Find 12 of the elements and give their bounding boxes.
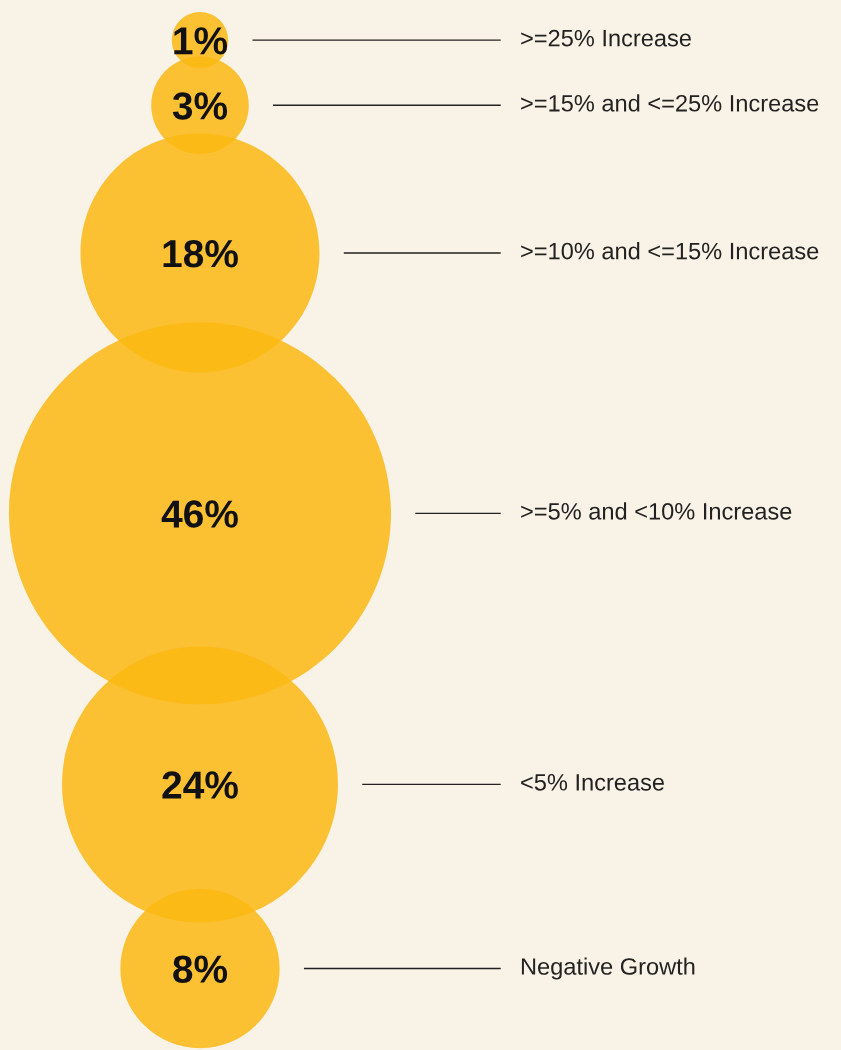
category-label: >=5% and <10% Increase [521,502,792,520]
category-label: >=25% Increase [521,29,691,47]
data-label: 46% [161,500,238,528]
category-label: Negative Growth [521,957,695,980]
category-label: >=10% and <=15% Increase [521,242,819,260]
data-label: 18% [163,239,238,268]
category-label: <5% Increase [521,774,664,791]
category-label: >=15% and <=25% Increase [521,94,819,112]
data-label: 8% [173,955,228,983]
data-label: 1% [174,27,228,55]
data-label: 24% [162,771,238,799]
data-label: 3% [172,92,228,120]
